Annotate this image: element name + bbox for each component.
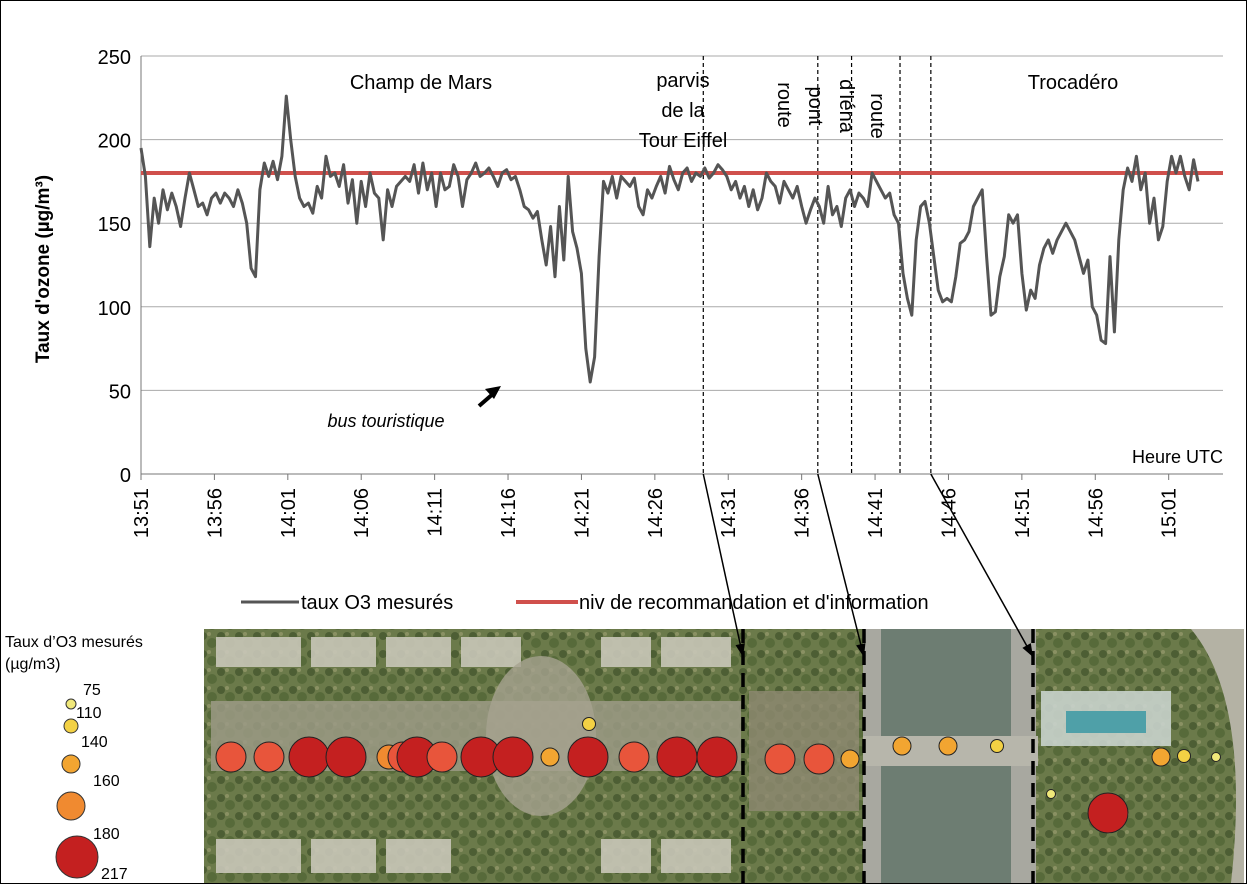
- y-tick-0: 0: [120, 465, 131, 487]
- map-legend-title-1: Taux d’O3 mesurés: [5, 634, 143, 651]
- map-marker-4: [325, 736, 367, 778]
- x-tick-14-06: 14:06: [351, 488, 373, 538]
- map-legend-level-110: 110: [76, 705, 102, 722]
- x-tick-14-41: 14:41: [865, 488, 887, 538]
- y-tick-150: 150: [98, 214, 131, 236]
- map-marker-8: [426, 741, 458, 773]
- map-marker-3: [288, 736, 330, 778]
- map-marker-16: [696, 736, 738, 778]
- map-marker-13: [567, 736, 609, 778]
- legend-series1-label: taux O3 mesurés: [301, 592, 453, 614]
- x-tick-14-56: 14:56: [1085, 488, 1107, 538]
- connector-line-3: [930, 473, 1034, 658]
- map-legend-circle-140: [61, 754, 81, 774]
- map-legend-circle-75: [65, 698, 77, 710]
- map-marker-2: [253, 741, 285, 773]
- map-marker-15: [656, 736, 698, 778]
- map-legend-level-180: 180: [93, 826, 120, 843]
- zone-label-parvis-2: de la: [661, 100, 705, 122]
- x-tick-labels: 13:51 13:56 14:01 14:06 14:11 14:16 14:21 14:26…: [131, 488, 1181, 538]
- map-marker-26: [1046, 789, 1056, 799]
- map-legend-level-75: 75: [83, 682, 101, 699]
- connector-arrowhead-1: [735, 643, 745, 657]
- map-legend-level-217: 217: [101, 866, 128, 883]
- map-marker-11: [540, 747, 560, 767]
- ozone-series-line: [139, 94, 1200, 384]
- x-axis-label: Heure UTC: [1132, 447, 1223, 467]
- map-marker-19: [840, 749, 860, 769]
- x-tick-14-46: 14:46: [938, 488, 960, 538]
- y-tick-50: 50: [109, 381, 131, 403]
- map-marker-18: [803, 743, 835, 775]
- y-axis-label: Taux d'ozone (µg/m³): [33, 175, 54, 363]
- x-tick-14-16: 14:16: [498, 488, 520, 538]
- map-markers: [215, 717, 1221, 834]
- zone-label-champ-de-mars: Champ de Mars: [350, 72, 492, 94]
- zone-label-pont-2: d'Iéna: [835, 79, 857, 134]
- map-marker-23: [1151, 747, 1171, 767]
- annotation-label: bus touristique: [327, 411, 444, 431]
- connector-line-2: [817, 473, 865, 658]
- map-legend-level-140: 140: [81, 734, 108, 751]
- x-tick-13-56: 13:56: [204, 488, 226, 538]
- connector-arrowhead-3: [1022, 643, 1033, 657]
- map-marker-22: [990, 739, 1004, 753]
- x-tick-14-31: 14:31: [718, 488, 740, 538]
- legend: taux O3 mesurés niv de recommandation et…: [241, 592, 929, 614]
- annotation-arrow-icon: [477, 386, 501, 408]
- map-marker-10: [492, 736, 534, 778]
- map-legend-title-2: (µg/m3): [5, 656, 60, 673]
- connector-arrowhead-2: [856, 643, 866, 657]
- map-zone-dividers: [741, 629, 1035, 883]
- map-marker-21: [938, 736, 958, 756]
- grid-lines: [140, 55, 1223, 480]
- map-marker-27: [1087, 792, 1129, 834]
- zone-label-parvis-3: Tour Eiffel: [639, 130, 728, 152]
- zone-label-route-1: route: [773, 82, 795, 128]
- map-marker-1: [215, 741, 247, 773]
- map-marker-20: [892, 736, 912, 756]
- map-legend-circle-160: [56, 791, 86, 821]
- map-legend-circle-110: [63, 718, 79, 734]
- y-tick-100: 100: [98, 298, 131, 320]
- map-marker-24: [1177, 749, 1191, 763]
- zone-label-route-2: route: [866, 93, 888, 139]
- x-tick-14-01: 14:01: [278, 488, 300, 538]
- map-marker-12: [582, 717, 596, 731]
- map-legend: Taux d’O3 mesurés (µg/m3) 75 110 140 160…: [1, 629, 203, 883]
- legend-series2-label: niv de recommandation et d'information: [579, 592, 929, 614]
- connector-line-1: [702, 473, 744, 658]
- connector-arrows: [702, 473, 1034, 658]
- x-tick-15-01: 15:01: [1159, 488, 1181, 538]
- y-tick-250: 250: [98, 47, 131, 69]
- map-marker-25: [1211, 752, 1221, 762]
- map-legend-level-160: 160: [93, 773, 120, 790]
- x-tick-14-26: 14:26: [645, 488, 667, 538]
- y-tick-200: 200: [98, 131, 131, 153]
- y-tick-labels: 0 50 100 150 200 250: [98, 47, 131, 487]
- zone-label-trocadero: Trocadéro: [1028, 72, 1118, 94]
- x-tick-14-21: 14:21: [571, 488, 593, 538]
- map-marker-14: [618, 741, 650, 773]
- map-marker-17: [764, 743, 796, 775]
- x-tick-13-51: 13:51: [131, 488, 153, 538]
- x-tick-14-51: 14:51: [1012, 488, 1034, 538]
- zone-label-pont-1: pont: [804, 87, 826, 126]
- x-tick-14-36: 14:36: [792, 488, 814, 538]
- zone-label-parvis-1: parvis: [656, 70, 709, 92]
- x-tick-14-11: 14:11: [425, 488, 447, 537]
- map-legend-circle-217: [55, 835, 99, 879]
